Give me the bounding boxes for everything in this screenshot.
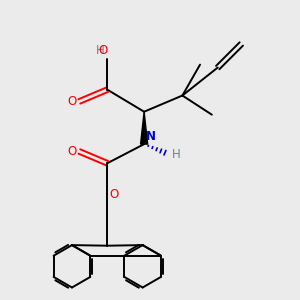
Text: N: N — [146, 130, 156, 142]
Text: O: O — [98, 44, 107, 57]
Text: O: O — [110, 188, 119, 201]
Text: H: H — [172, 148, 180, 161]
Text: O: O — [68, 95, 77, 108]
Polygon shape — [141, 112, 148, 144]
Text: H: H — [96, 44, 104, 57]
Text: O: O — [68, 145, 77, 158]
